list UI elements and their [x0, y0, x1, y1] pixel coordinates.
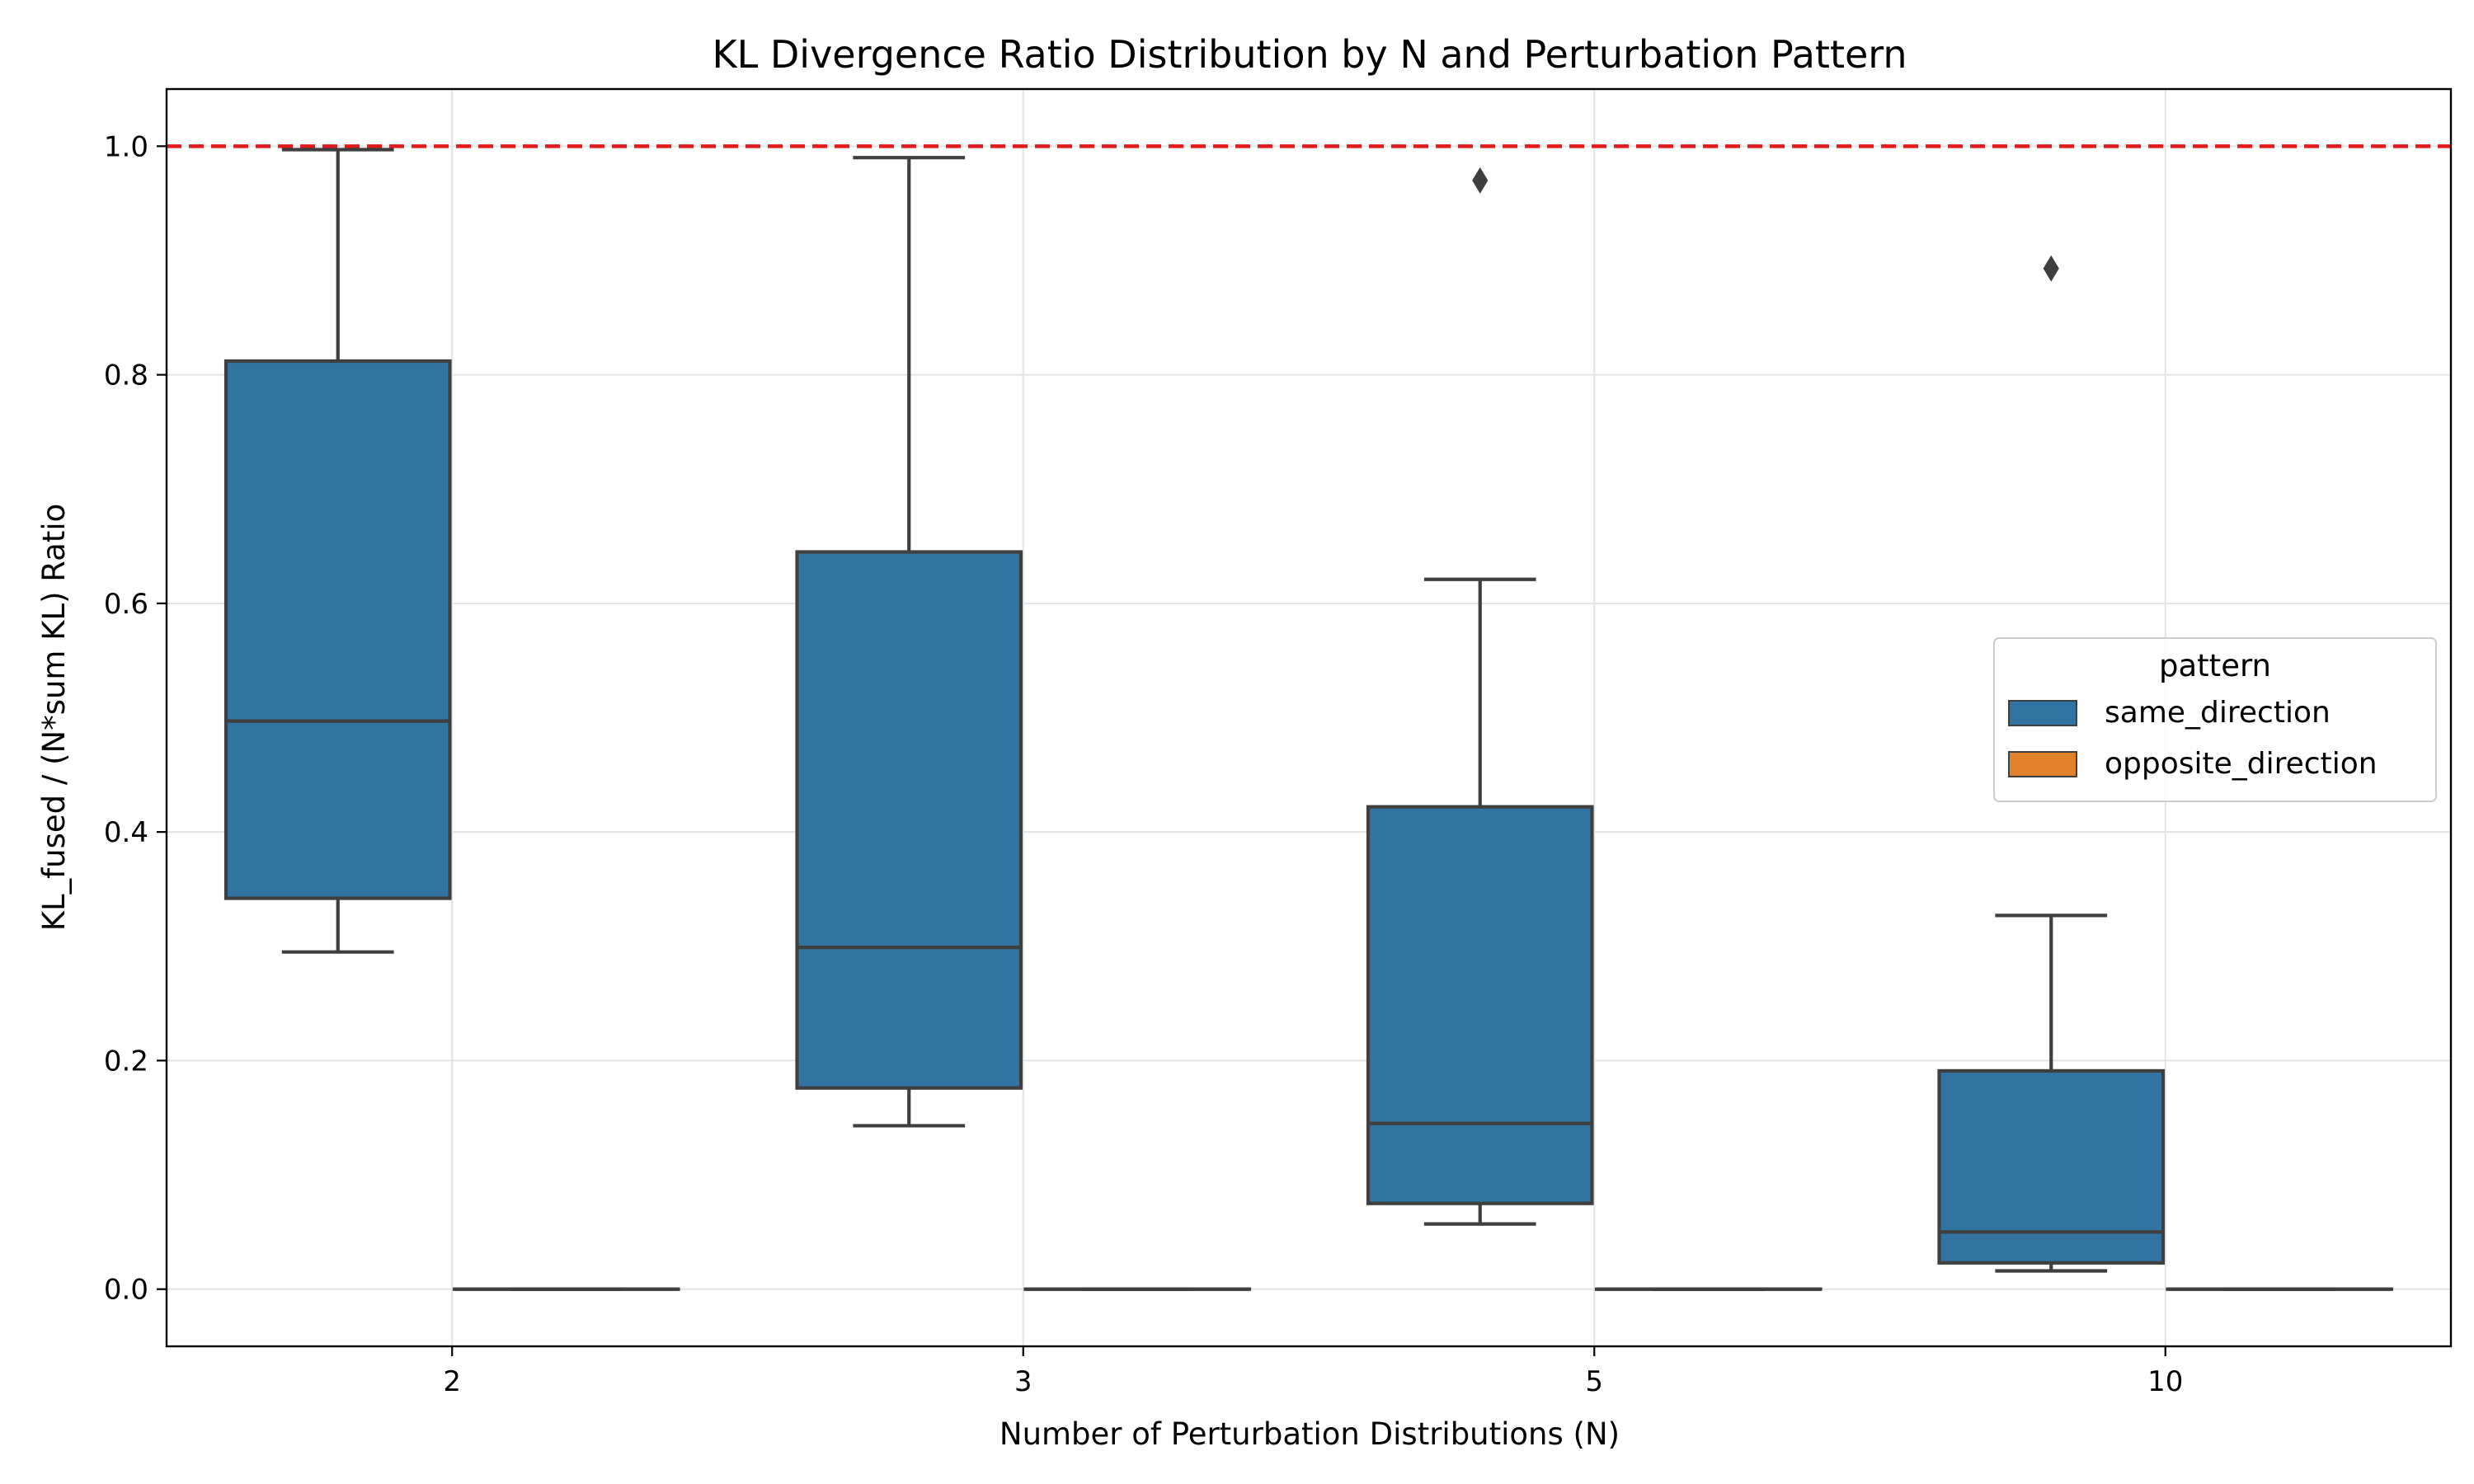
- y-axis-title: KL_fused / (N*sum KL) Ratio: [36, 504, 72, 932]
- box-iqr: [1937, 1068, 2166, 1265]
- legend-swatch: [2008, 700, 2077, 726]
- x-axis-title: Number of Perturbation Distributions (N): [999, 1416, 1620, 1452]
- box-iqr: [1366, 805, 1594, 1205]
- x-tick-label: 2: [443, 1365, 461, 1398]
- outlier-point: [2043, 255, 2059, 282]
- box-same_direction-n10: [1937, 255, 2166, 1273]
- legend-item-same_direction: same_direction: [2008, 696, 2331, 730]
- y-axis: 0.0 0.2 0.4 0.6 0.8 1.0: [104, 130, 167, 1307]
- legend: pattern same_direction opposite_direction: [1993, 637, 2437, 802]
- box-same_direction-n5: [1366, 167, 1594, 1226]
- y-tick-label: 0.2: [104, 1045, 148, 1078]
- x-axis: 2 3 5 10: [443, 1346, 2183, 1398]
- y-tick-label: 0.0: [104, 1274, 148, 1307]
- legend-swatch: [2008, 751, 2077, 777]
- chart-title: KL Divergence Ratio Distribution by N an…: [712, 32, 1907, 77]
- x-tick-label: 10: [2147, 1365, 2183, 1398]
- y-tick-label: 0.4: [104, 816, 148, 849]
- outlier-point: [1472, 167, 1489, 194]
- box-iqr: [795, 550, 1023, 1090]
- legend-label: same_direction: [2105, 696, 2331, 730]
- x-tick-label: 5: [1585, 1365, 1603, 1398]
- box-same_direction-n2: [223, 148, 452, 954]
- legend-frame: [1993, 637, 2437, 802]
- y-tick-label: 1.0: [104, 130, 148, 163]
- box-iqr: [223, 359, 452, 900]
- box-layer: [223, 148, 2394, 1291]
- box-same_direction-n3: [795, 156, 1023, 1128]
- y-tick-label: 0.6: [104, 588, 148, 621]
- legend-title: pattern: [2159, 648, 2271, 683]
- x-tick-label: 3: [1014, 1365, 1032, 1398]
- legend-item-opposite_direction: opposite_direction: [2008, 747, 2378, 781]
- plot-area-frame: [165, 87, 2453, 1348]
- y-tick-label: 0.8: [104, 359, 148, 392]
- legend-label: opposite_direction: [2105, 747, 2378, 781]
